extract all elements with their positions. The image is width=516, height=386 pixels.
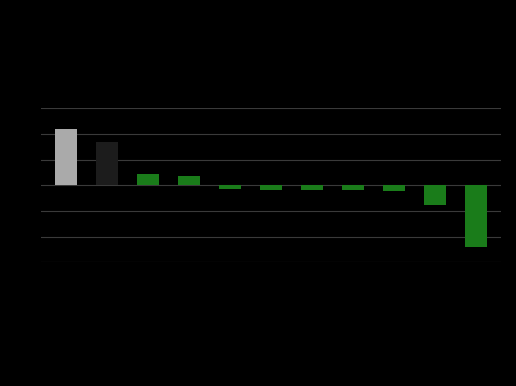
Bar	[178, 176, 200, 185]
Bar	[383, 185, 405, 191]
Bar	[301, 185, 323, 190]
Bar	[260, 185, 282, 190]
Bar	[95, 142, 118, 185]
Bar	[464, 185, 487, 247]
Bar	[219, 185, 241, 189]
Bar	[342, 185, 364, 190]
Bar	[137, 174, 159, 185]
Bar	[424, 185, 446, 205]
Bar	[55, 129, 77, 185]
